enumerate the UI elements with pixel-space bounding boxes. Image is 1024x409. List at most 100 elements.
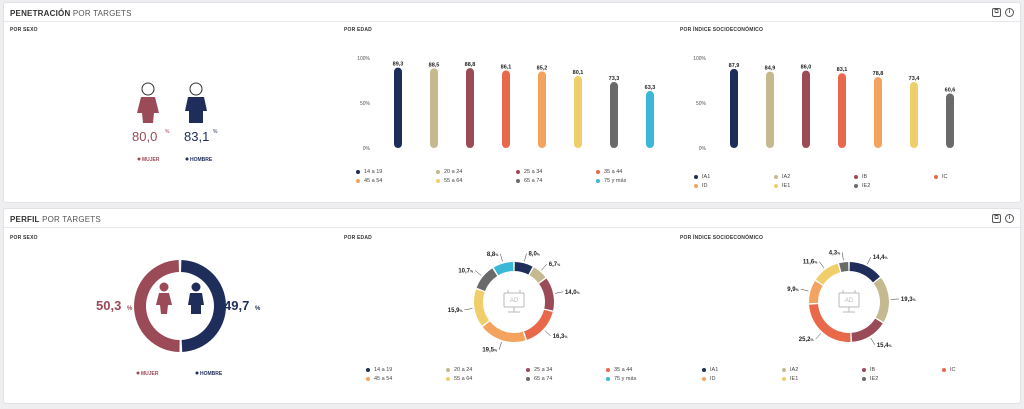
y-tick-label: 0% (699, 146, 707, 152)
section-title-socio: POR ÍNDICE SOCIOECONÓMICO (680, 27, 764, 33)
donut-slice[interactable] (482, 321, 526, 342)
donut-slice[interactable] (493, 262, 514, 276)
slice-value-label: 4,3% (829, 250, 841, 256)
penetration-sex-figures: 80,0 % 83,1 % MUJER HOMBRE (132, 82, 218, 163)
bar-value-label: 85,2 (537, 65, 548, 71)
legend-male: HOMBRE (190, 157, 213, 163)
bar[interactable] (946, 93, 954, 148)
bar[interactable] (538, 71, 546, 148)
female-share-value: 50,3 (96, 298, 121, 313)
legend-item: IA2 (774, 172, 854, 181)
svg-text:%: % (255, 306, 261, 312)
female-penetration-value: 80,0 (132, 129, 157, 144)
donut-slice[interactable] (849, 262, 880, 283)
profile-sex-donut: 50,3 % 49,7 % MUJER HOMBRE (96, 260, 261, 377)
bar-value-label: 83,1 (837, 67, 848, 73)
bar[interactable] (730, 68, 738, 148)
bar-value-label: 86,1 (501, 65, 512, 71)
donut-slice[interactable] (839, 262, 849, 272)
legend-item: 25 a 34 (516, 167, 596, 176)
legend-item: IE1 (782, 374, 862, 383)
slice-value-label: 19,5% (482, 348, 498, 354)
bar-value-label: 89,3 (393, 62, 404, 68)
donut-slice[interactable] (873, 277, 889, 323)
legend-item: ID (694, 181, 774, 190)
svg-text:%: % (127, 306, 133, 312)
bar[interactable] (910, 81, 918, 148)
penetration-socio-chart: 0% 50% 100% 87,9 84,9 86,0 83,1 78,8 73,4 60,6 (693, 56, 956, 152)
bar[interactable] (430, 68, 438, 148)
legend-item: 35 a 44 (606, 365, 686, 374)
bar[interactable] (646, 91, 654, 148)
bar-value-label: 86,0 (801, 65, 812, 71)
legend-item: 14 a 19 (356, 167, 436, 176)
y-tick-label: 50% (360, 101, 371, 107)
bar-value-label: 73,3 (609, 76, 620, 82)
legend-item: 45 a 54 (356, 176, 436, 185)
slice-value-label: 6,7% (549, 262, 561, 268)
bar-value-label: 88,8 (465, 62, 476, 68)
female-figure-icon (156, 282, 172, 314)
male-share-arc[interactable] (181, 260, 227, 352)
penetration-age-chart: 0% 50% 100% 89,3 88,5 88,8 86,1 85,2 80,1 73,3 63,… (357, 56, 655, 152)
donut-slice[interactable] (815, 263, 841, 285)
donut-slice[interactable] (539, 278, 554, 311)
y-tick-label: 100% (357, 56, 370, 62)
donut-slice[interactable] (524, 309, 553, 340)
bar-value-label: 60,6 (945, 87, 956, 93)
legend-item: IA2 (782, 365, 862, 374)
female-figure-icon (137, 82, 159, 123)
legend-item: IE1 (774, 181, 854, 190)
donut-slice[interactable] (474, 289, 490, 326)
legend-item: 45 a 54 (366, 374, 446, 383)
legend-item: 75 y más (606, 374, 686, 383)
legend-item: 14 a 19 (366, 365, 446, 374)
legend-item: IA1 (694, 172, 774, 181)
legend-item: IE2 (862, 374, 942, 383)
legend-item: IE2 (854, 181, 934, 190)
section-title-sex: POR SEXO (10, 235, 38, 241)
section-title-age: POR EDAD (344, 235, 372, 241)
bar[interactable] (802, 70, 810, 148)
legend-item: 65 a 74 (516, 176, 596, 185)
bar[interactable] (466, 68, 474, 148)
bar[interactable] (766, 71, 774, 148)
bar[interactable] (574, 75, 582, 148)
legend-item: IC (942, 365, 1022, 374)
bar-value-label: 78,8 (873, 71, 884, 77)
section-title-age: POR EDAD (344, 27, 372, 33)
y-tick-label: 0% (363, 146, 371, 152)
legend-male: HOMBRE (200, 371, 223, 377)
bar[interactable] (394, 67, 402, 148)
info-icon[interactable]: i (1005, 214, 1014, 223)
donut-slice[interactable] (851, 318, 883, 342)
slice-value-label: 8,0% (528, 252, 540, 258)
slice-value-label: 14,4% (873, 255, 889, 261)
svg-text:AD: AD (845, 298, 854, 304)
donut-slice[interactable] (476, 268, 498, 291)
legend-female: MUJER (141, 371, 159, 377)
legend-female: MUJER (142, 157, 160, 163)
donut-slice[interactable] (809, 304, 851, 342)
female-share-arc[interactable] (133, 260, 180, 352)
bar[interactable] (838, 73, 846, 148)
legend-item: 75 y más (596, 176, 676, 185)
y-tick-label: 100% (693, 56, 706, 62)
ad-placeholder-icon: AD (503, 290, 525, 313)
donut-slice[interactable] (809, 280, 823, 304)
info-icon[interactable]: i (1005, 8, 1014, 17)
slice-value-label: 10,7% (458, 269, 474, 275)
bar[interactable] (610, 82, 618, 148)
donut-slice[interactable] (529, 267, 546, 283)
bar[interactable] (502, 70, 510, 148)
legend-item: 55 a 64 (436, 176, 516, 185)
copy-icon[interactable]: ⧉ (992, 8, 1001, 17)
legend-item: IC (934, 172, 1014, 181)
svg-text:%: % (165, 129, 170, 135)
donut-slice[interactable] (514, 262, 533, 275)
copy-icon[interactable]: ⧉ (992, 214, 1001, 223)
panel-title: PERFIL POR TARGETS (10, 215, 101, 224)
legend-item: IB (862, 365, 942, 374)
bar[interactable] (874, 77, 882, 148)
legend-item: IB (854, 172, 934, 181)
